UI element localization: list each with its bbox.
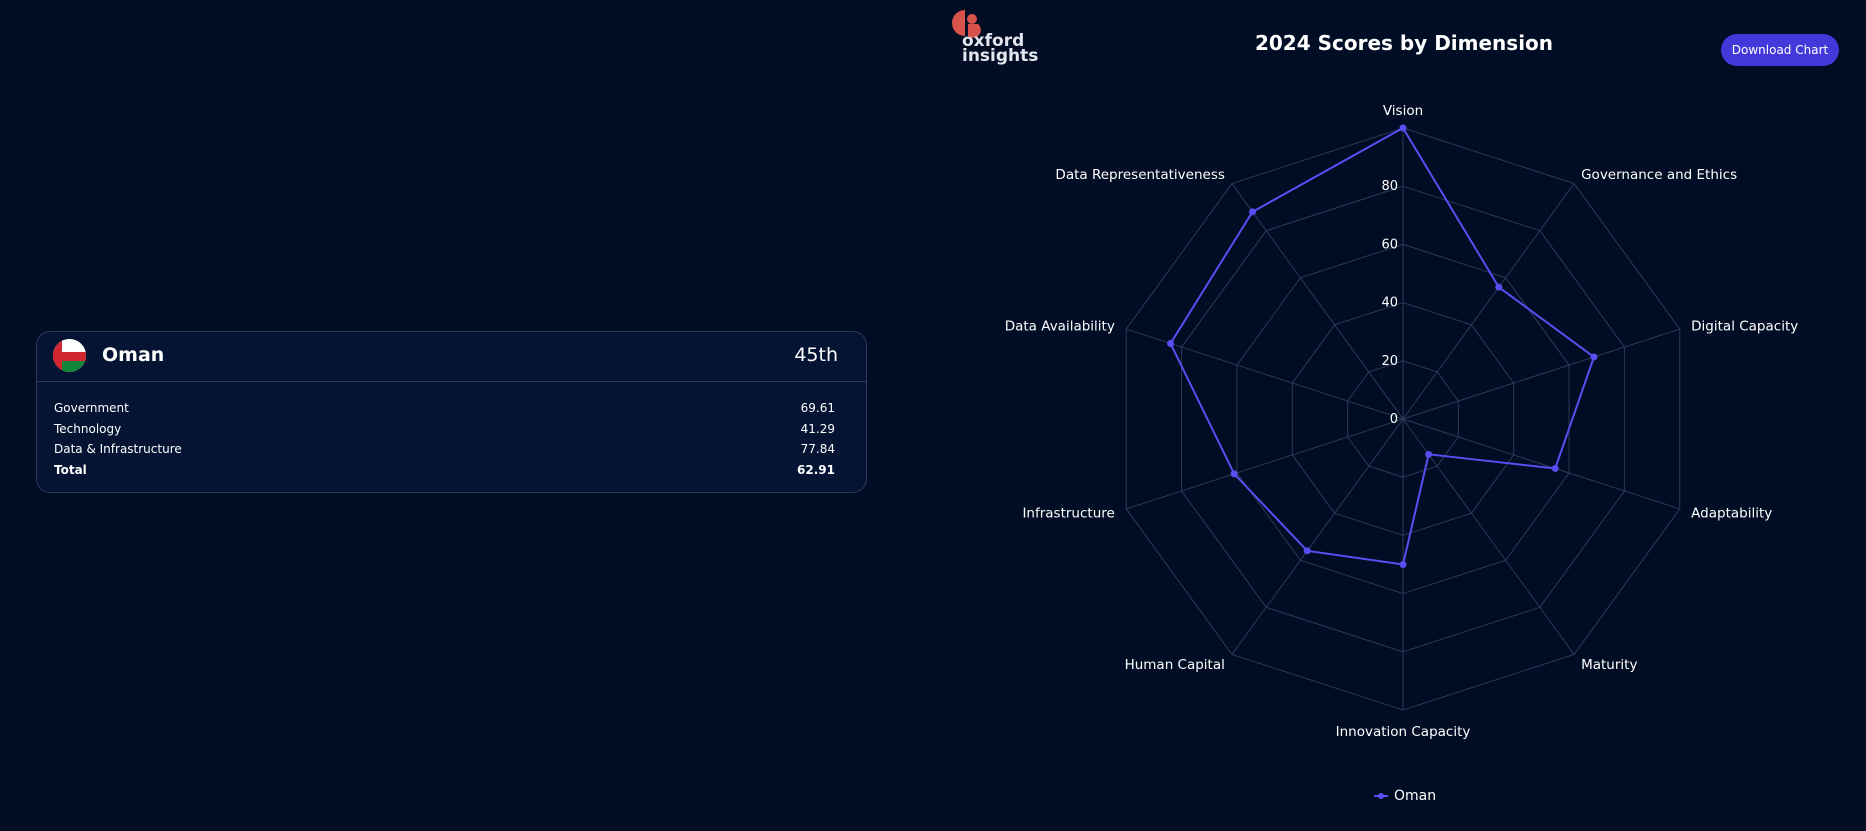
axis-label: Human Capital	[1125, 657, 1225, 673]
radial-tick-label: 60	[1381, 237, 1398, 252]
axis-label: Infrastructure	[1022, 506, 1114, 522]
score-label: Technology	[54, 421, 122, 436]
series-point[interactable]	[1399, 124, 1407, 132]
score-value: 69.61	[800, 401, 835, 415]
radial-tick-label: 20	[1381, 354, 1398, 369]
score-row-total: Total 62.91	[54, 460, 835, 481]
series-point[interactable]	[1167, 339, 1175, 347]
legend-marker-icon	[1374, 791, 1388, 801]
score-row-government: Government 69.61	[54, 398, 835, 419]
series-point[interactable]	[1495, 283, 1503, 291]
download-chart-button[interactable]: Download Chart	[1721, 34, 1839, 66]
legend-label: Oman	[1394, 788, 1437, 804]
country-rank: 45th	[794, 344, 838, 366]
series-point[interactable]	[1590, 353, 1598, 361]
axis-label: Governance and Ethics	[1581, 167, 1737, 183]
axis-label: Adaptability	[1691, 506, 1772, 522]
axis-label: Innovation Capacity	[1336, 724, 1471, 740]
axis-label: Data Representativeness	[1055, 167, 1224, 183]
grid-spoke	[1231, 183, 1404, 420]
score-label: Total	[54, 462, 87, 477]
card-header: Oman 45th	[37, 332, 866, 382]
grid-spoke	[1402, 183, 1575, 420]
axis-label: Digital Capacity	[1691, 318, 1798, 334]
grid-spoke	[1402, 418, 1680, 510]
axis-label: Maturity	[1581, 657, 1637, 673]
grid-spoke	[1402, 418, 1575, 655]
grid-spoke	[1126, 418, 1404, 510]
series-point[interactable]	[1230, 470, 1238, 478]
oxford-insights-logo	[952, 10, 981, 38]
radial-tick-label: 80	[1381, 179, 1398, 194]
axis-label: Data Availability	[1005, 318, 1115, 334]
score-value: 41.29	[800, 421, 835, 436]
score-value: 77.84	[800, 442, 835, 456]
score-value: 62.91	[797, 462, 835, 477]
score-rows: Government 69.61 Technology 41.29 Data &…	[54, 398, 835, 480]
logo-line-2: insights	[962, 46, 1039, 66]
chart-legend[interactable]: Oman	[1374, 788, 1436, 804]
chart-title: 2024 Scores by Dimension	[1254, 31, 1554, 55]
axis-label: Vision	[1383, 103, 1423, 119]
series-point[interactable]	[1399, 561, 1407, 568]
logo-text: oxford insights	[962, 31, 1039, 66]
series-point[interactable]	[1303, 547, 1311, 555]
grid-spoke	[1402, 328, 1680, 420]
score-row-technology: Technology 41.29	[54, 419, 835, 440]
series-point[interactable]	[1425, 450, 1433, 458]
country-score-card: Oman 45th Government 69.61 Technology 41…	[36, 331, 867, 493]
radial-tick-label: 0	[1390, 412, 1398, 427]
country-name: Oman	[102, 344, 165, 366]
score-label: Data & Infrastructure	[54, 442, 182, 456]
oman-flag-icon	[53, 339, 86, 372]
score-label: Government	[54, 401, 129, 415]
logo-line-1: oxford	[962, 31, 1025, 51]
series-point[interactable]	[1248, 208, 1256, 216]
score-row-data-infrastructure: Data & Infrastructure 77.84	[54, 439, 835, 460]
radial-tick-label: 40	[1381, 296, 1398, 311]
grid-spoke	[1231, 418, 1404, 655]
series-point[interactable]	[1551, 464, 1559, 472]
